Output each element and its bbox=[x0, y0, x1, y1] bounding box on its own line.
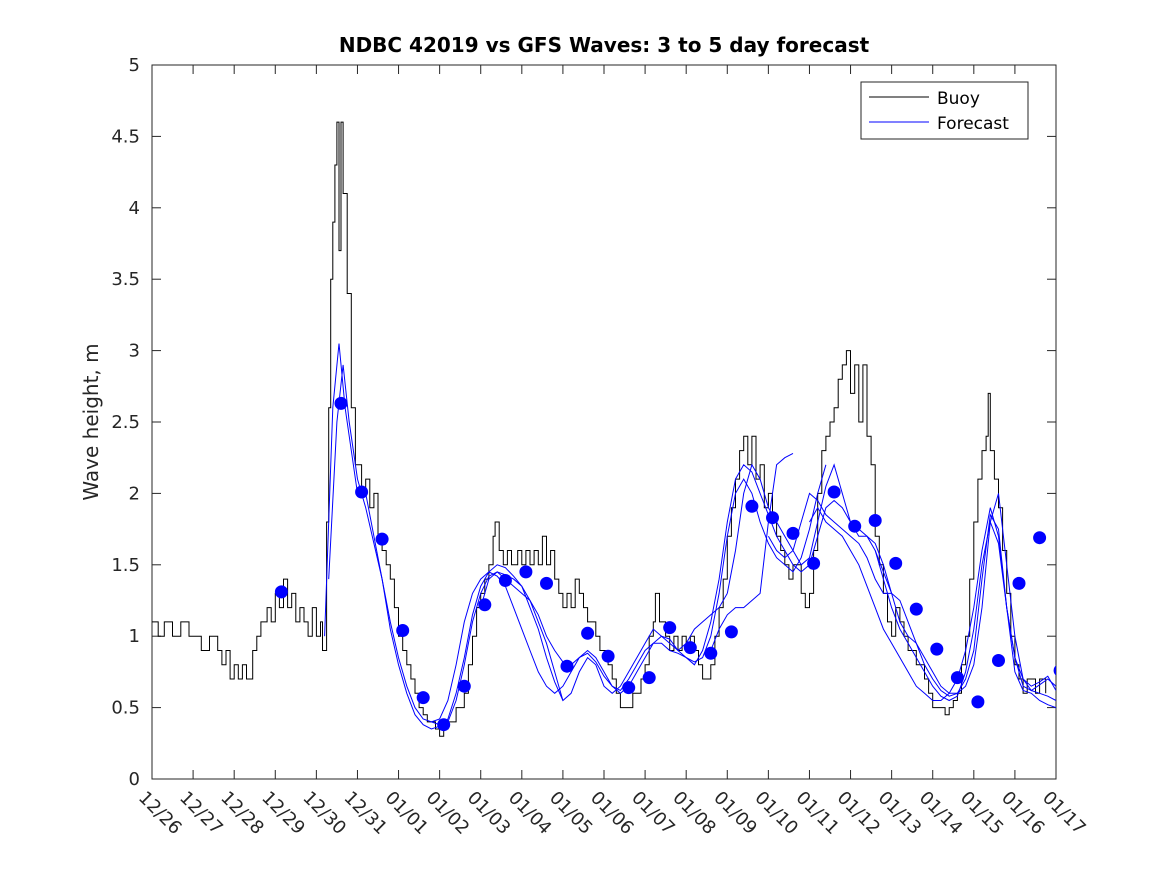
forecast-marker bbox=[274, 585, 288, 599]
forecast-run-line-9 bbox=[874, 520, 1056, 702]
forecast-marker bbox=[457, 679, 471, 693]
forecast-marker bbox=[704, 646, 718, 660]
forecast-marker bbox=[416, 691, 430, 705]
x-tick-label: 01/02 bbox=[422, 787, 474, 839]
forecast-marker bbox=[827, 485, 841, 499]
forecast-marker bbox=[540, 576, 553, 590]
forecast-marker bbox=[622, 681, 636, 695]
x-tick-label: 01/05 bbox=[545, 787, 597, 839]
y-tick-label: 4 bbox=[129, 198, 140, 219]
y-tick-label: 1.5 bbox=[111, 555, 140, 576]
y-tick-label: 4.5 bbox=[111, 126, 140, 147]
x-tick-label: 01/15 bbox=[956, 787, 1008, 839]
forecast-marker bbox=[683, 641, 697, 655]
y-tick-label: 3.5 bbox=[111, 269, 140, 290]
forecast-marker bbox=[663, 621, 677, 635]
x-tick-label: 12/31 bbox=[340, 787, 392, 839]
forecast-marker bbox=[498, 574, 512, 587]
x-tick-label: 01/13 bbox=[874, 787, 926, 839]
forecast-marker bbox=[724, 625, 738, 639]
legend-buoy-label: Buoy bbox=[937, 89, 980, 109]
forecast-run-line-3 bbox=[431, 464, 893, 723]
forecast-marker bbox=[1053, 665, 1056, 676]
y-tick-label: 2 bbox=[129, 483, 140, 504]
x-tick-label: 01/12 bbox=[833, 787, 885, 839]
x-tick-label: 12/30 bbox=[298, 787, 350, 839]
x-tick-label: 01/14 bbox=[915, 787, 967, 839]
y-tick-label: 3 bbox=[129, 341, 140, 362]
forecast-marker bbox=[601, 649, 615, 663]
forecast-marker bbox=[642, 671, 656, 685]
forecast-marker bbox=[930, 642, 944, 656]
forecast-marker bbox=[807, 556, 821, 570]
forecast-marker bbox=[992, 654, 1005, 667]
forecast-marker bbox=[396, 624, 410, 637]
forecast-marker bbox=[1033, 531, 1047, 545]
forecast-marker bbox=[868, 514, 882, 527]
forecast-marker bbox=[519, 565, 533, 579]
y-tick-label: 1 bbox=[129, 626, 140, 647]
y-tick-label: 5 bbox=[129, 55, 140, 76]
y-axis: 0 0.5 1 1.5 2 2.5 3 3.5 4 4.5 5 bbox=[111, 55, 1056, 790]
forecast-marker bbox=[581, 626, 595, 640]
x-tick-label: 01/10 bbox=[750, 787, 802, 839]
forecast-marker bbox=[560, 659, 574, 673]
buoy-series-line bbox=[152, 121, 1047, 737]
forecast-marker bbox=[437, 718, 451, 732]
forecast-marker bbox=[1074, 678, 1087, 691]
forecast-marker bbox=[478, 598, 492, 612]
forecast-marker bbox=[909, 602, 923, 616]
forecast-marker bbox=[1012, 576, 1026, 590]
x-tick-label: 01/03 bbox=[463, 787, 515, 839]
x-tick-label: 01/06 bbox=[586, 787, 638, 839]
forecast-marker bbox=[745, 499, 759, 513]
forecast-marker bbox=[786, 526, 800, 540]
y-axis-label: Wave height, m bbox=[79, 343, 103, 500]
legend-forecast-label: Forecast bbox=[937, 114, 1009, 134]
forecast-marker bbox=[950, 671, 964, 685]
x-tick-label: 01/01 bbox=[381, 787, 433, 839]
x-tick-label: 12/28 bbox=[216, 787, 268, 839]
y-tick-label: 0.5 bbox=[111, 698, 140, 719]
forecast-marker bbox=[334, 396, 348, 410]
y-tick-label: 2.5 bbox=[111, 412, 140, 433]
x-tick-label: 01/16 bbox=[997, 787, 1049, 839]
x-tick-label: 12/26 bbox=[134, 787, 186, 839]
x-tick-label: 01/04 bbox=[504, 787, 556, 839]
x-tick-label: 12/29 bbox=[257, 787, 309, 839]
y-tick-label: 0 bbox=[129, 769, 140, 790]
forecast-marker bbox=[848, 519, 862, 533]
x-tick-label: 01/09 bbox=[709, 787, 761, 839]
forecast-run-line-7 bbox=[767, 492, 1056, 697]
forecast-marker bbox=[375, 532, 389, 546]
forecast-marker bbox=[971, 695, 985, 709]
x-tick-label: 01/17 bbox=[1038, 787, 1090, 839]
forecast-marker bbox=[355, 485, 369, 499]
forecast-run-line-5 bbox=[710, 452, 794, 651]
forecast-marker bbox=[766, 511, 779, 525]
forecast-run-line-4 bbox=[480, 464, 827, 694]
legend-box bbox=[860, 81, 1029, 140]
chart-title: NDBC 42019 vs GFS Waves: 3 to 5 day fore… bbox=[339, 33, 870, 57]
x-tick-label: 01/07 bbox=[627, 787, 679, 839]
x-tick-label: 01/11 bbox=[792, 787, 844, 839]
forecast-marker bbox=[889, 556, 903, 570]
x-tick-label: 01/08 bbox=[668, 787, 720, 839]
x-tick-label: 12/27 bbox=[175, 787, 227, 839]
legend: Buoy Forecast bbox=[860, 81, 1029, 140]
